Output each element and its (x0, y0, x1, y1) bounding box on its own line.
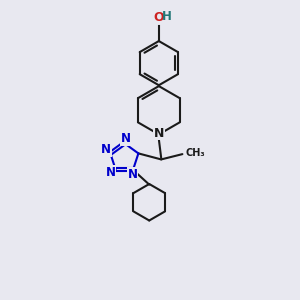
Text: N: N (128, 168, 137, 181)
Text: N: N (121, 132, 130, 145)
Text: N: N (154, 127, 164, 140)
Text: CH₃: CH₃ (185, 148, 205, 158)
Text: N: N (101, 143, 111, 156)
Text: O: O (153, 11, 164, 24)
Text: N: N (105, 166, 116, 179)
Text: H: H (162, 10, 172, 23)
